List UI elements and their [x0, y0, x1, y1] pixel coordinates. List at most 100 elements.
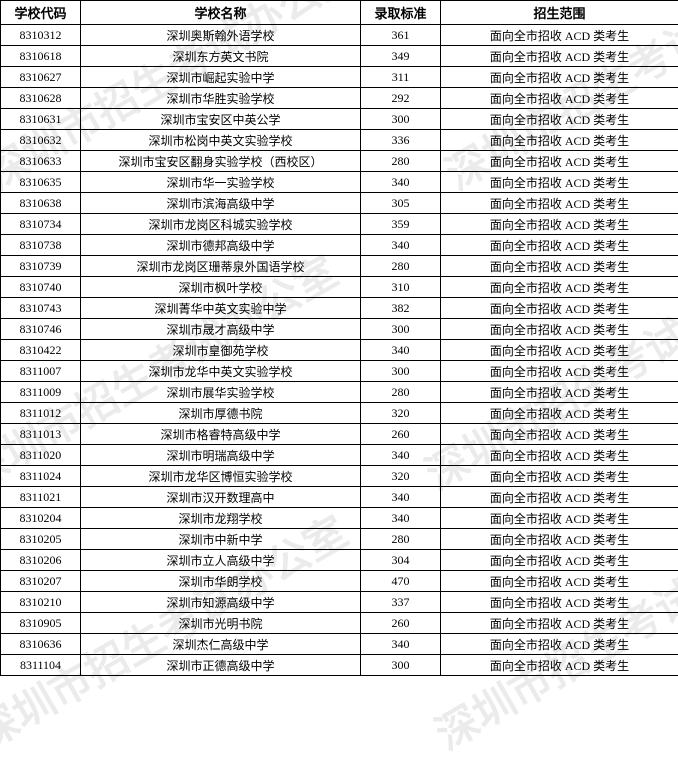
- cell: 深圳市松岗中英文实验学校: [81, 130, 361, 151]
- table-row: 8310205深圳市中新中学280面向全市招收 ACD 类考生: [1, 529, 678, 550]
- cell: 面向全市招收 ACD 类考生: [441, 592, 678, 613]
- cell: 337: [361, 592, 441, 613]
- cell: 面向全市招收 ACD 类考生: [441, 130, 678, 151]
- table-row: 8310740深圳市枫叶学校310面向全市招收 ACD 类考生: [1, 277, 678, 298]
- cell: 340: [361, 508, 441, 529]
- cell: 280: [361, 151, 441, 172]
- cell: 470: [361, 571, 441, 592]
- cell: 面向全市招收 ACD 类考生: [441, 172, 678, 193]
- cell: 深圳东方英文书院: [81, 46, 361, 67]
- cell: 深圳市晟才高级中学: [81, 319, 361, 340]
- cell: 8310635: [1, 172, 81, 193]
- cell: 304: [361, 550, 441, 571]
- cell: 面向全市招收 ACD 类考生: [441, 340, 678, 361]
- col-enroll-scope: 招生范围: [441, 1, 678, 25]
- table-row: 8311021深圳市汉开数理高中340面向全市招收 ACD 类考生: [1, 487, 678, 508]
- admissions-table: 学校代码 学校名称 录取标准 招生范围 8310312深圳奥斯翰外语学校361面…: [0, 0, 678, 676]
- cell: 面向全市招收 ACD 类考生: [441, 46, 678, 67]
- table-row: 8310738深圳市德邦高级中学340面向全市招收 ACD 类考生: [1, 235, 678, 256]
- cell: 面向全市招收 ACD 类考生: [441, 151, 678, 172]
- cell: 8310627: [1, 67, 81, 88]
- table-row: 8310633深圳市宝安区翻身实验学校（西校区）280面向全市招收 ACD 类考…: [1, 151, 678, 172]
- table-body: 8310312深圳奥斯翰外语学校361面向全市招收 ACD 类考生8310618…: [1, 25, 678, 676]
- cell: 8310205: [1, 529, 81, 550]
- cell: 300: [361, 109, 441, 130]
- cell: 深圳市龙岗区科城实验学校: [81, 214, 361, 235]
- cell: 8310740: [1, 277, 81, 298]
- cell: 深圳市格睿特高级中学: [81, 424, 361, 445]
- cell: 300: [361, 361, 441, 382]
- cell: 8311012: [1, 403, 81, 424]
- cell: 面向全市招收 ACD 类考生: [441, 109, 678, 130]
- cell: 面向全市招收 ACD 类考生: [441, 298, 678, 319]
- cell: 8310905: [1, 613, 81, 634]
- cell: 深圳市中新中学: [81, 529, 361, 550]
- cell: 面向全市招收 ACD 类考生: [441, 571, 678, 592]
- cell: 8310204: [1, 508, 81, 529]
- cell: 深圳市汉开数理高中: [81, 487, 361, 508]
- table-row: 8310312深圳奥斯翰外语学校361面向全市招收 ACD 类考生: [1, 25, 678, 46]
- table-row: 8311012深圳市厚德书院320面向全市招收 ACD 类考生: [1, 403, 678, 424]
- cell: 深圳市龙华中英文实验学校: [81, 361, 361, 382]
- col-school-code: 学校代码: [1, 1, 81, 25]
- cell: 336: [361, 130, 441, 151]
- cell: 349: [361, 46, 441, 67]
- cell: 面向全市招收 ACD 类考生: [441, 25, 678, 46]
- cell: 340: [361, 340, 441, 361]
- cell: 面向全市招收 ACD 类考生: [441, 529, 678, 550]
- cell: 深圳市崛起实验中学: [81, 67, 361, 88]
- cell: 340: [361, 172, 441, 193]
- table-row: 8310734深圳市龙岗区科城实验学校359面向全市招收 ACD 类考生: [1, 214, 678, 235]
- table-row: 8311007深圳市龙华中英文实验学校300面向全市招收 ACD 类考生: [1, 361, 678, 382]
- cell: 面向全市招收 ACD 类考生: [441, 361, 678, 382]
- cell: 8311104: [1, 655, 81, 676]
- table-row: 8310746深圳市晟才高级中学300面向全市招收 ACD 类考生: [1, 319, 678, 340]
- cell: 深圳市宝安区中英公学: [81, 109, 361, 130]
- cell: 8310206: [1, 550, 81, 571]
- cell: 280: [361, 529, 441, 550]
- cell: 深圳市知源高级中学: [81, 592, 361, 613]
- cell: 8311009: [1, 382, 81, 403]
- cell: 8310312: [1, 25, 81, 46]
- cell: 260: [361, 424, 441, 445]
- cell: 8310618: [1, 46, 81, 67]
- table-row: 8310638深圳市滨海高级中学305面向全市招收 ACD 类考生: [1, 193, 678, 214]
- cell: 340: [361, 487, 441, 508]
- cell: 深圳市正德高级中学: [81, 655, 361, 676]
- cell: 深圳市宝安区翻身实验学校（西校区）: [81, 151, 361, 172]
- cell: 面向全市招收 ACD 类考生: [441, 634, 678, 655]
- cell: 深圳市龙翔学校: [81, 508, 361, 529]
- table-row: 8311024深圳市龙华区博恒实验学校320面向全市招收 ACD 类考生: [1, 466, 678, 487]
- cell: 8310422: [1, 340, 81, 361]
- cell: 8310636: [1, 634, 81, 655]
- cell: 280: [361, 256, 441, 277]
- cell: 面向全市招收 ACD 类考生: [441, 235, 678, 256]
- cell: 面向全市招收 ACD 类考生: [441, 88, 678, 109]
- cell: 深圳奥斯翰外语学校: [81, 25, 361, 46]
- cell: 深圳杰仁高级中学: [81, 634, 361, 655]
- cell: 面向全市招收 ACD 类考生: [441, 550, 678, 571]
- cell: 深圳市德邦高级中学: [81, 235, 361, 256]
- table-row: 8311009深圳市展华实验学校280面向全市招收 ACD 类考生: [1, 382, 678, 403]
- cell: 8310739: [1, 256, 81, 277]
- cell: 面向全市招收 ACD 类考生: [441, 214, 678, 235]
- cell: 深圳市立人高级中学: [81, 550, 361, 571]
- cell: 340: [361, 235, 441, 256]
- cell: 340: [361, 634, 441, 655]
- cell: 深圳市皇御苑学校: [81, 340, 361, 361]
- cell: 8310743: [1, 298, 81, 319]
- cell: 8310628: [1, 88, 81, 109]
- cell: 深圳市滨海高级中学: [81, 193, 361, 214]
- cell: 面向全市招收 ACD 类考生: [441, 67, 678, 88]
- cell: 300: [361, 655, 441, 676]
- cell: 深圳市华朗学校: [81, 571, 361, 592]
- table-row: 8311104深圳市正德高级中学300面向全市招收 ACD 类考生: [1, 655, 678, 676]
- table-row: 8310905深圳市光明书院260面向全市招收 ACD 类考生: [1, 613, 678, 634]
- col-admission-standard: 录取标准: [361, 1, 441, 25]
- cell: 8311020: [1, 445, 81, 466]
- cell: 8311007: [1, 361, 81, 382]
- cell: 8310210: [1, 592, 81, 613]
- cell: 面向全市招收 ACD 类考生: [441, 319, 678, 340]
- table-row: 8310739深圳市龙岗区珊蒂泉外国语学校280面向全市招收 ACD 类考生: [1, 256, 678, 277]
- cell: 359: [361, 214, 441, 235]
